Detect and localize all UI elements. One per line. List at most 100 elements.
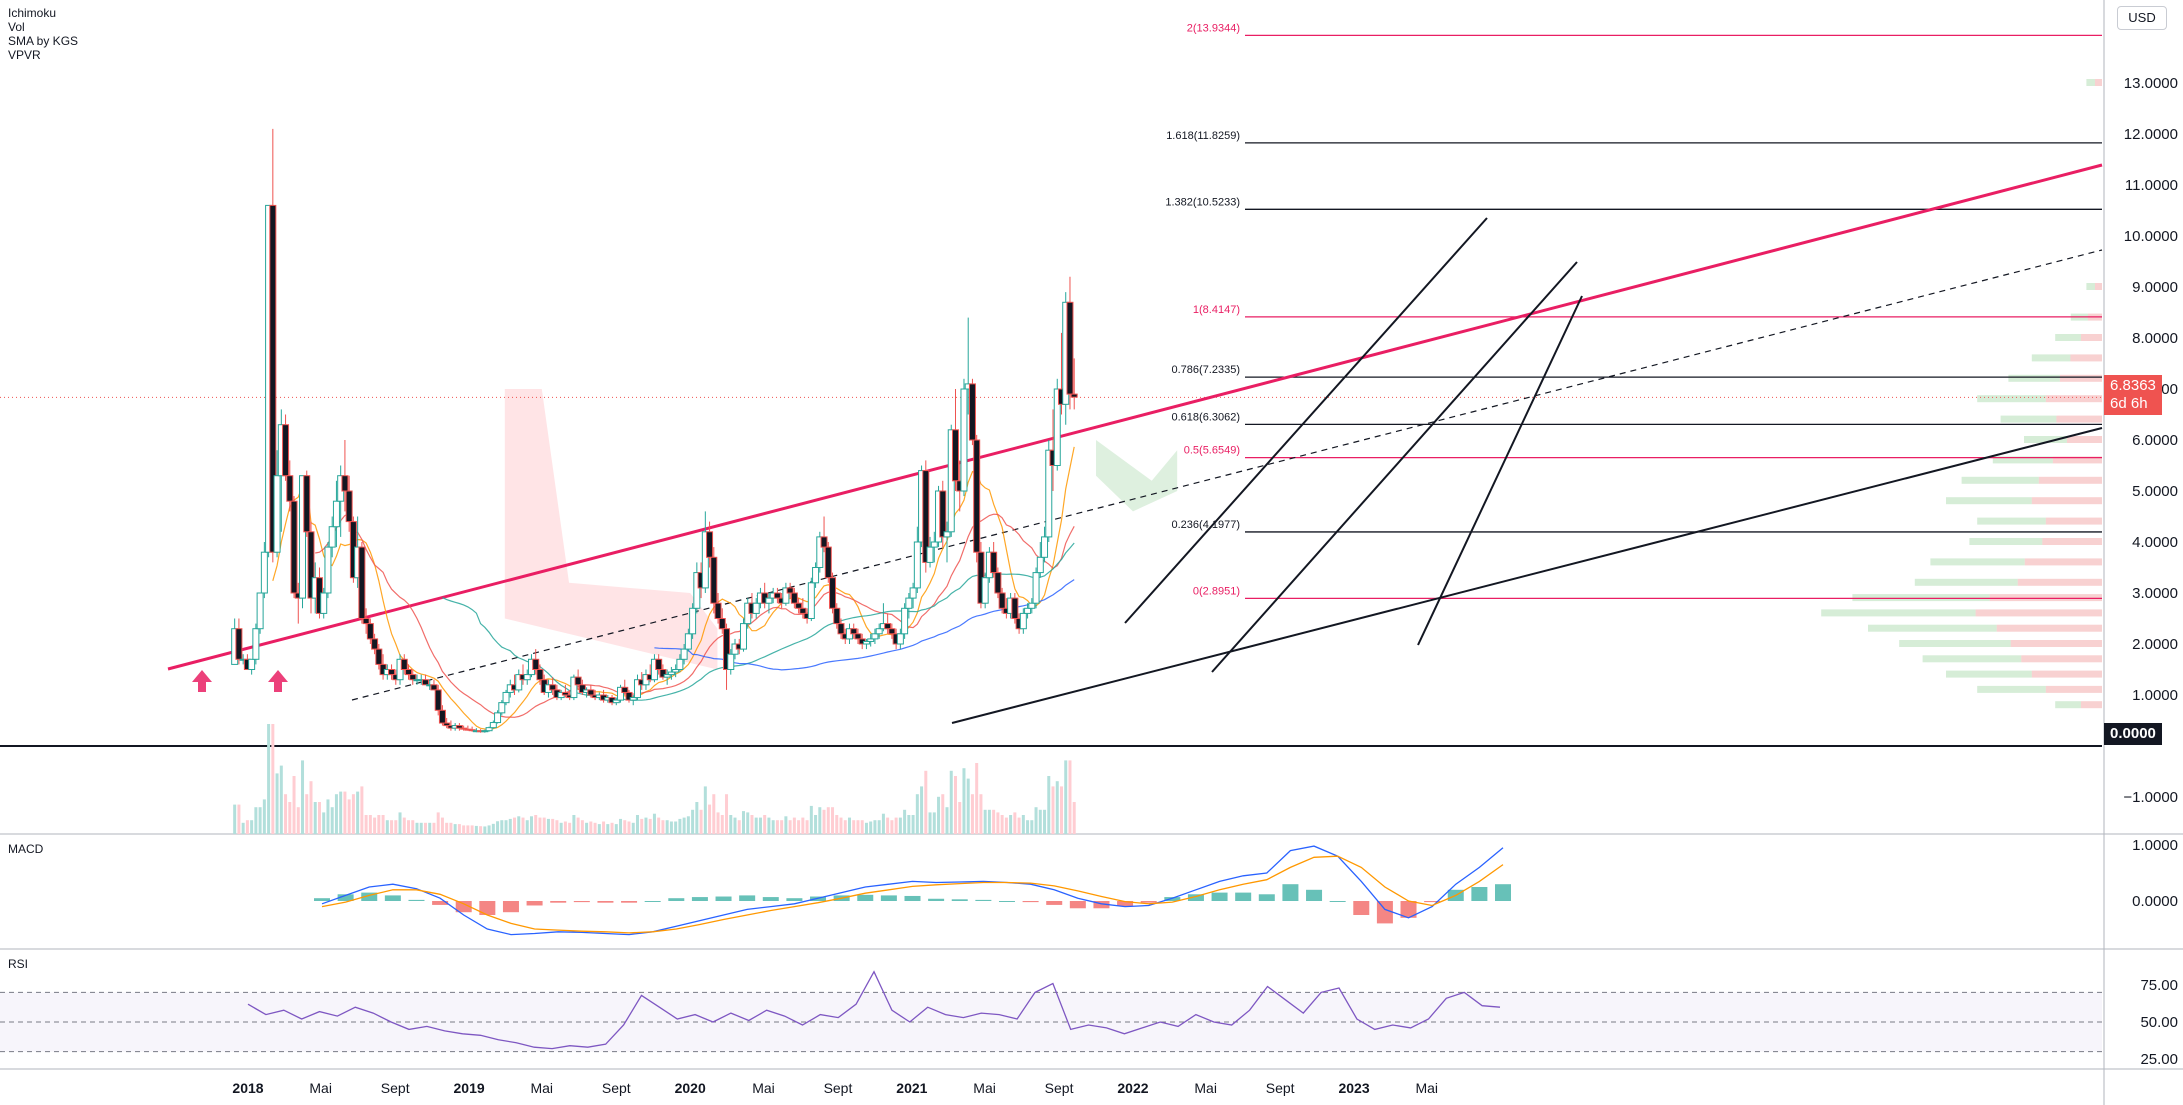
candle-body bbox=[663, 674, 671, 678]
volume-bar bbox=[945, 807, 949, 834]
volume-bar bbox=[657, 817, 661, 834]
volume-bar bbox=[788, 820, 792, 834]
candle-body bbox=[286, 475, 294, 502]
volume-bar bbox=[775, 820, 779, 834]
volume-bar bbox=[334, 794, 338, 834]
candle-body bbox=[896, 633, 904, 645]
candle-body bbox=[345, 490, 353, 523]
candle-body bbox=[405, 669, 413, 676]
legend-item-sma[interactable]: SMA by KGS bbox=[8, 34, 79, 48]
vpvr-bar-up bbox=[1899, 640, 2011, 647]
price-tick-label: 12.0000 bbox=[2124, 126, 2178, 143]
time-tick-label: Mai bbox=[973, 1080, 996, 1096]
macd-histogram-bar bbox=[337, 894, 354, 901]
legend-item-vpvr[interactable]: VPVR bbox=[8, 48, 41, 62]
volume-bar bbox=[975, 763, 979, 834]
vpvr-bar-down bbox=[1989, 594, 2102, 602]
price-tick-label: 8.0000 bbox=[2132, 330, 2178, 347]
candle-body bbox=[438, 709, 446, 724]
zero-line-label: 0.0000 bbox=[2104, 723, 2162, 745]
volume-bar bbox=[839, 817, 843, 834]
time-tick-label: Mai bbox=[1194, 1080, 1217, 1096]
volume-bar bbox=[309, 781, 313, 834]
legend-item-ichimoku[interactable]: Ichimoku bbox=[8, 6, 57, 20]
candle-body bbox=[723, 628, 731, 671]
time-tick-label: 2022 bbox=[1117, 1080, 1148, 1096]
candle-body bbox=[260, 551, 268, 594]
candle-body bbox=[867, 638, 875, 642]
volume-bar bbox=[296, 807, 300, 834]
candle-body bbox=[672, 669, 680, 673]
price-tick-label: 5.0000 bbox=[2132, 483, 2178, 500]
channel-line-upper bbox=[1124, 217, 1488, 624]
indicator-legend: Ichimoku Vol SMA by KGS VPVR bbox=[8, 6, 78, 62]
candle-body bbox=[371, 638, 379, 650]
candle-body bbox=[739, 623, 747, 650]
rsi-tick-label: 25.00 bbox=[2140, 1051, 2178, 1068]
volume-bar bbox=[330, 807, 334, 834]
candle-body bbox=[388, 669, 396, 676]
volume-bar bbox=[805, 820, 809, 834]
volume-bar bbox=[580, 820, 584, 834]
candle-body bbox=[621, 686, 629, 693]
time-tick-label: Mai bbox=[752, 1080, 775, 1096]
macd-histogram-bar bbox=[1093, 901, 1110, 909]
vpvr-bar-up bbox=[2024, 436, 2067, 443]
volume-bar bbox=[440, 817, 444, 834]
volume-bar bbox=[733, 817, 737, 834]
volume-bar bbox=[767, 817, 771, 834]
candle-body bbox=[523, 674, 531, 681]
volume-bar bbox=[682, 817, 686, 834]
volume-bar bbox=[534, 815, 538, 834]
candle-body bbox=[930, 541, 938, 548]
vpvr-bar-down bbox=[1996, 624, 2102, 632]
volume-bar bbox=[474, 825, 478, 834]
volume-bar bbox=[275, 773, 279, 834]
time-tick-label: Mai bbox=[1415, 1080, 1438, 1096]
macd-histogram-bar bbox=[597, 901, 614, 903]
volume-bar bbox=[466, 825, 470, 834]
volume-bar bbox=[703, 786, 707, 834]
volume-bar bbox=[966, 778, 970, 834]
candle-body bbox=[290, 500, 298, 594]
rsi-label[interactable]: RSI bbox=[8, 957, 29, 971]
candle-body bbox=[252, 628, 260, 660]
volume-bar bbox=[979, 794, 983, 834]
vpvr-bar-up bbox=[1852, 594, 1990, 602]
macd-histogram-bar bbox=[573, 901, 590, 903]
macd-histogram-bar bbox=[880, 895, 897, 901]
macd-histogram-bar bbox=[479, 901, 496, 915]
volume-bar bbox=[691, 809, 695, 834]
candlesticks bbox=[231, 128, 1078, 733]
macd-histogram-bar bbox=[1282, 884, 1299, 901]
volume-bar bbox=[619, 818, 623, 834]
volume-bar bbox=[322, 812, 326, 834]
vpvr-bar-up bbox=[1977, 395, 2046, 403]
volume-bar bbox=[559, 822, 563, 834]
volume-bar bbox=[368, 815, 372, 834]
volume-bar bbox=[487, 825, 491, 834]
price-tick-label: 4.0000 bbox=[2132, 534, 2178, 551]
price-tick-label: 13.0000 bbox=[2124, 75, 2178, 92]
vpvr-bar-down bbox=[2052, 456, 2102, 464]
vpvr-bar-down bbox=[2094, 79, 2102, 86]
candle-body bbox=[532, 658, 540, 670]
rsi-tick-label: 50.00 bbox=[2140, 1014, 2178, 1031]
time-tick-label: Mai bbox=[530, 1080, 553, 1096]
vpvr-bar-up bbox=[1946, 670, 2032, 678]
candle-body bbox=[485, 727, 493, 732]
candle-body bbox=[468, 729, 476, 732]
candle-body bbox=[299, 475, 307, 599]
macd-histogram-bar bbox=[1069, 901, 1086, 909]
time-tick-label: Sept bbox=[1045, 1080, 1074, 1096]
legend-item-vol[interactable]: Vol bbox=[8, 20, 25, 34]
candle-body bbox=[273, 475, 281, 553]
currency-button[interactable]: USD bbox=[2117, 6, 2167, 30]
candle-body bbox=[820, 536, 828, 548]
candle-body bbox=[913, 541, 921, 589]
volume-bar bbox=[1064, 760, 1068, 834]
candle-body bbox=[409, 674, 417, 681]
vpvr-bar-down bbox=[2042, 538, 2102, 545]
macd-label[interactable]: MACD bbox=[8, 842, 44, 856]
volume-bar bbox=[500, 820, 504, 834]
